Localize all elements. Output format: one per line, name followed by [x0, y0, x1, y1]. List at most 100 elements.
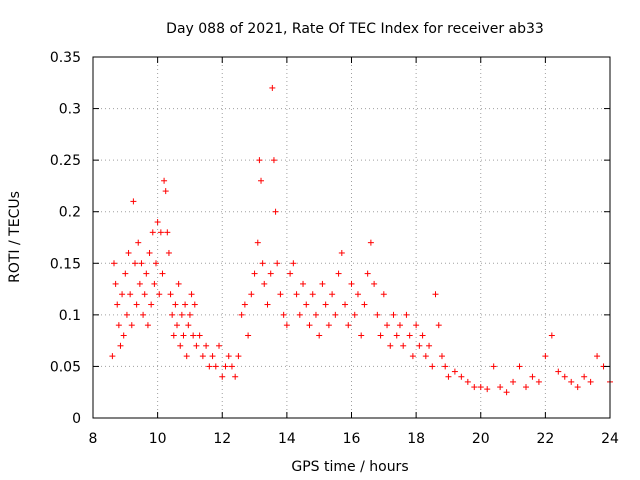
- data-point: [123, 311, 130, 318]
- data-point: [429, 363, 436, 370]
- data-point: [241, 301, 248, 308]
- data-point: [283, 322, 290, 329]
- data-point: [196, 332, 203, 339]
- data-point: [188, 291, 195, 298]
- data-point: [384, 322, 391, 329]
- data-point: [122, 270, 129, 277]
- x-tick-label: 12: [213, 431, 231, 447]
- data-point: [136, 280, 143, 287]
- data-point: [358, 332, 365, 339]
- data-point: [186, 311, 193, 318]
- data-point: [127, 291, 134, 298]
- data-point: [172, 301, 179, 308]
- data-point: [256, 157, 263, 164]
- data-point: [419, 332, 426, 339]
- data-point: [183, 353, 190, 360]
- data-point: [316, 332, 323, 339]
- data-point: [259, 260, 266, 267]
- data-point: [251, 270, 258, 277]
- data-point: [269, 84, 276, 91]
- data-point: [438, 353, 445, 360]
- data-point: [451, 368, 458, 375]
- data-point: [148, 301, 155, 308]
- data-point: [161, 177, 168, 184]
- data-point: [219, 373, 226, 380]
- data-point: [149, 229, 156, 236]
- x-tick-labels: 8 10 12 14 16 18 20 22 24: [89, 431, 619, 447]
- data-point: [374, 311, 381, 318]
- data-point: [594, 353, 601, 360]
- y-tick-label: 0.15: [50, 256, 81, 272]
- data-point: [170, 332, 177, 339]
- data-point: [364, 270, 371, 277]
- data-point: [319, 280, 326, 287]
- data-point: [345, 322, 352, 329]
- data-point: [175, 280, 182, 287]
- data-point: [261, 280, 268, 287]
- data-point: [232, 373, 239, 380]
- data-point: [342, 301, 349, 308]
- data-point: [203, 342, 210, 349]
- data-point: [555, 368, 562, 375]
- data-point: [165, 249, 172, 256]
- data-point: [403, 311, 410, 318]
- data-point: [115, 322, 122, 329]
- data-point: [272, 208, 279, 215]
- data-point: [445, 373, 452, 380]
- data-point: [542, 353, 549, 360]
- data-point: [413, 322, 420, 329]
- data-point: [130, 198, 137, 205]
- y-tick-label: 0.3: [59, 102, 81, 118]
- y-tick-labels: 0 0.05 0.1 0.15 0.2 0.25 0.3 0.35: [50, 50, 81, 427]
- data-point: [348, 280, 355, 287]
- data-markers: [109, 84, 613, 396]
- data-point: [529, 373, 536, 380]
- data-point: [180, 332, 187, 339]
- data-point: [177, 342, 184, 349]
- data-point: [306, 322, 313, 329]
- data-point: [132, 260, 139, 267]
- data-point: [167, 291, 174, 298]
- data-point: [325, 322, 332, 329]
- data-point: [174, 322, 181, 329]
- y-tick-label: 0.05: [50, 359, 81, 375]
- data-point: [338, 249, 345, 256]
- data-point: [361, 301, 368, 308]
- data-point: [162, 188, 169, 195]
- data-point: [535, 378, 542, 385]
- data-point: [125, 249, 132, 256]
- data-point: [182, 301, 189, 308]
- data-point: [146, 249, 153, 256]
- data-point: [568, 378, 575, 385]
- x-tick-label: 18: [407, 431, 425, 447]
- data-point: [248, 291, 255, 298]
- data-point: [140, 311, 147, 318]
- data-point: [351, 311, 358, 318]
- data-point: [471, 384, 478, 391]
- axis-ticks: [92, 56, 611, 419]
- y-tick-label: 0.35: [50, 50, 81, 66]
- data-point: [112, 280, 119, 287]
- data-point: [458, 373, 465, 380]
- data-point: [209, 353, 216, 360]
- data-point: [548, 332, 555, 339]
- x-tick-label: 8: [89, 431, 98, 447]
- data-point: [477, 384, 484, 391]
- data-point: [426, 342, 433, 349]
- data-point: [154, 219, 161, 226]
- data-point: [191, 301, 198, 308]
- data-point: [169, 311, 176, 318]
- data-point: [581, 373, 588, 380]
- data-point: [235, 353, 242, 360]
- data-point: [274, 260, 281, 267]
- data-point: [510, 378, 517, 385]
- data-point: [380, 291, 387, 298]
- data-point: [222, 363, 229, 370]
- data-point: [522, 384, 529, 391]
- data-point: [199, 353, 206, 360]
- data-point: [296, 311, 303, 318]
- y-tick-label: 0.25: [50, 153, 81, 169]
- data-point: [228, 363, 235, 370]
- data-point: [432, 291, 439, 298]
